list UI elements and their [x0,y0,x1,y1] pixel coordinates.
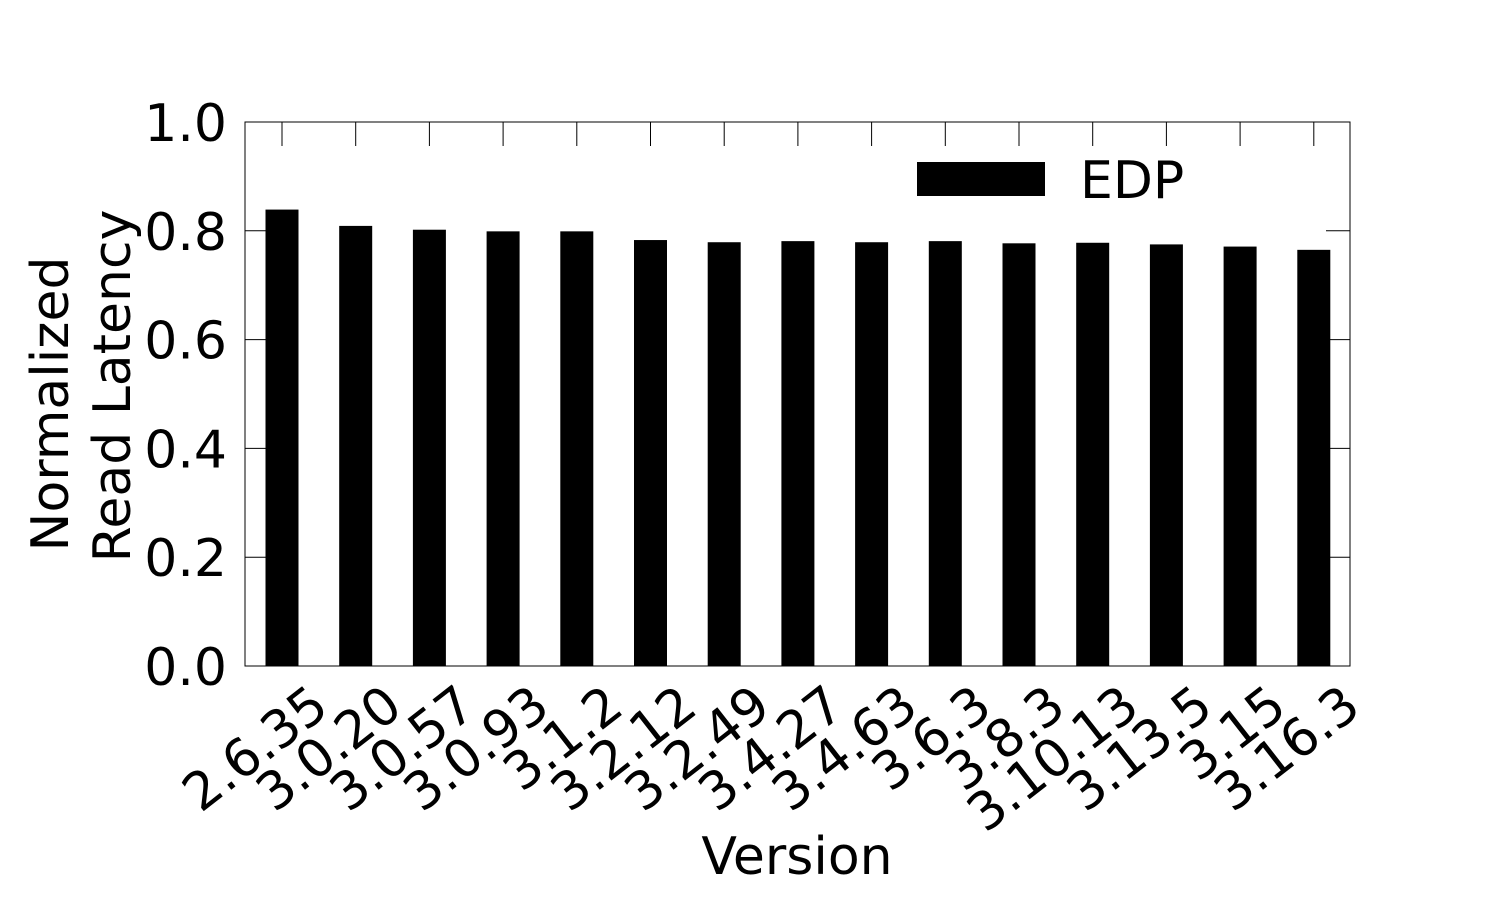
y-axis-label-2: Read Latency [83,210,143,563]
bar-3.10.13 [1076,242,1110,666]
x-axis-label: Version [701,827,892,887]
y-axis-label: Normalized [21,257,81,552]
bar-3.8.3 [1002,243,1036,666]
bar-3.0.20 [339,225,373,667]
y-tick-label: 1.0 [144,94,227,154]
bar-3.1.2 [560,231,594,666]
bar-3.15 [1223,246,1257,667]
y-axis-label-line-2: Read Latency [83,210,143,563]
y-tick-label: 0.6 [144,312,227,372]
bar-3.0.93 [486,231,520,666]
bar-3.2.49 [707,242,741,666]
y-tick-label: 0.2 [144,529,227,589]
bar-3.16.3 [1297,249,1331,666]
y-tick-label: 0.0 [144,638,227,698]
bar-3.2.12 [634,240,667,666]
y-tick-label: 0.4 [144,420,227,480]
bar-3.4.63 [855,242,889,666]
legend-label: EDP [1080,151,1184,211]
y-axis: 0.0 0.2 0.4 0.6 0.8 1.0 [144,94,1350,698]
bar-2.6.35 [265,209,299,667]
bar-3.0.57 [412,229,446,666]
bar-3.13.5 [1149,244,1183,666]
bar-3.4.27 [781,241,815,667]
y-tick-label: 0.8 [144,203,227,263]
bar-3.6.3 [928,241,962,667]
legend-swatch [917,162,1045,196]
bars [265,209,1331,667]
y-axis-label-line-1: Normalized [21,257,81,552]
x-tick-labels: 2.6.353.0.203.0.573.0.933.1.23.2.123.2.4… [172,675,1371,844]
x-axis [281,122,1315,146]
legend: EDP [917,151,1184,211]
